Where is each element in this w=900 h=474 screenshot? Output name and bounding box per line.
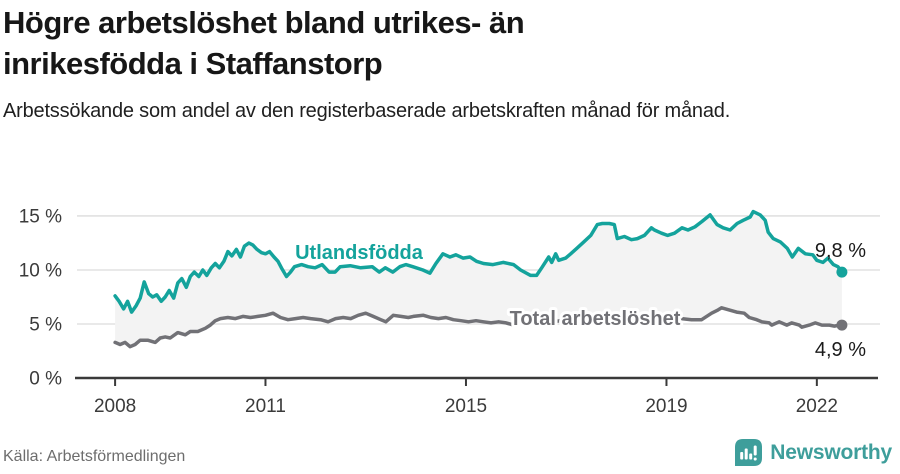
- series-end-dot: [836, 266, 848, 278]
- x-tick-label: 2019: [645, 396, 687, 417]
- newsworthy-brand-link[interactable]: Newsworthy: [735, 439, 892, 466]
- y-tick-label: 10 %: [19, 260, 62, 281]
- x-tick-label: 2011: [245, 396, 286, 417]
- source-credit: Källa: Arbetsförmedlingen: [3, 448, 186, 465]
- y-tick-label: 15 %: [19, 206, 62, 227]
- series-line-total: [113, 306, 844, 349]
- series-line-utlandsfodda: [113, 209, 844, 314]
- series-end-value-label: 9,8 %: [815, 240, 866, 262]
- chart-footer: Källa: Arbetsförmedlingen Newsworthy: [0, 430, 900, 474]
- y-tick-label: 5 %: [29, 314, 62, 335]
- series-end-value-label: 4,9 %: [815, 339, 866, 361]
- x-tick-label: 2022: [796, 396, 838, 417]
- brand-wordmark: Newsworthy: [770, 440, 892, 464]
- chart-subtitle: Arbetssökande som andel av den registerb…: [3, 100, 731, 122]
- series-inline-label: Utlandsfödda: [295, 242, 424, 264]
- y-tick-label: 0 %: [29, 369, 62, 390]
- series-inline-label: Total arbetslöshet: [510, 308, 681, 330]
- x-tick-label: 2008: [94, 396, 136, 417]
- chart-header: Högre arbetslöshet bland utrikes- än inr…: [3, 0, 730, 126]
- x-tick-label: 2015: [445, 396, 487, 417]
- series-end-dot: [836, 319, 848, 331]
- newsworthy-logo-icon: [735, 439, 763, 466]
- between-series-band: [115, 211, 842, 347]
- page-title: Högre arbetslöshet bland utrikes- än inr…: [3, 5, 525, 81]
